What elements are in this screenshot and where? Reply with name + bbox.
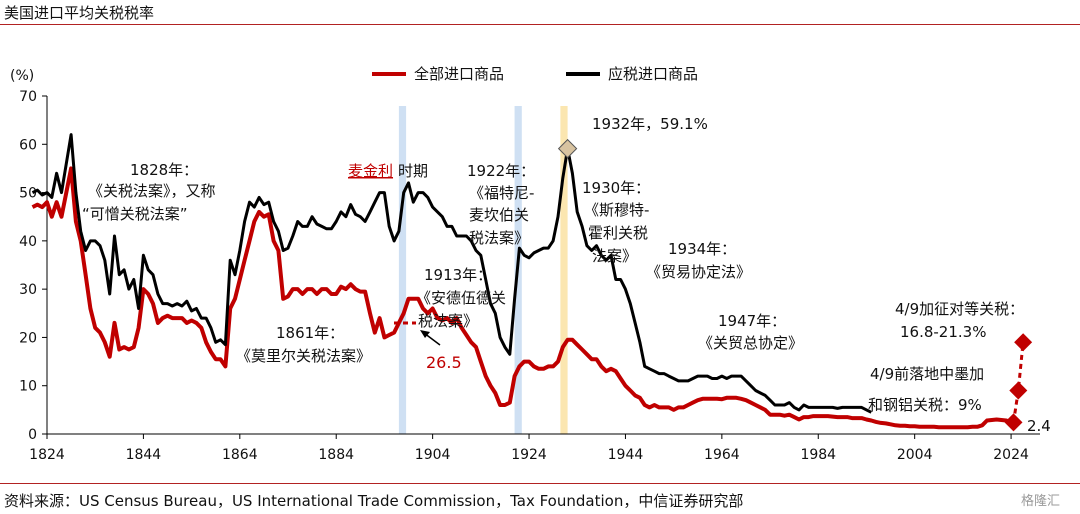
source-divider (0, 483, 1080, 484)
annot-1930-line4: 法案》 (592, 247, 637, 265)
y-ticks: 0 10 20 30 40 50 60 70 (19, 89, 47, 443)
y-tick-label: 70 (19, 89, 37, 105)
x-tick-label: 1844 (126, 447, 162, 463)
tariff-diamond-2 (1014, 333, 1033, 352)
arrow-head-26-5 (420, 330, 430, 338)
x-tick-label: 2004 (897, 447, 933, 463)
annot-reciprocal-line2: 16.8-21.3% (900, 323, 986, 341)
annot-mckinley-red: 麦金利 (348, 162, 393, 180)
period-band-2 (560, 106, 568, 434)
x-tick-label: 1944 (608, 447, 644, 463)
source-note: 资料来源：US Census Bureau，US International T… (4, 492, 744, 510)
annotations: 1828年： 《关税法案》，又称 “可憎关税法案” 麦金利 时期 1922年： … (82, 115, 1051, 435)
y-tick-label: 10 (19, 379, 37, 395)
annot-1934-line1: 1934年： (668, 240, 736, 258)
annot-1947-line2: 《关贸总协定》 (698, 334, 803, 352)
annot-1828-line1: 1828年： (130, 161, 198, 179)
x-tick-label: 1824 (29, 447, 65, 463)
series-line-dutiable (31, 133, 872, 414)
tariff-diamond-1 (1009, 381, 1028, 400)
peak-marker-1932 (557, 138, 578, 159)
annot-1922-line1: 1922年： (467, 162, 535, 180)
annot-1922-line4: 税法案》 (469, 229, 529, 247)
annot-1913-line2: 《安德伍德关 (416, 289, 506, 307)
y-tick-label: 40 (19, 234, 37, 250)
annot-2-4: 2.4 (1027, 417, 1051, 435)
annot-pre-line1: 4/9前落地中墨加 (870, 365, 984, 383)
annot-1930-line2: 《斯穆特- (584, 201, 649, 219)
x-tick-label: 1884 (318, 447, 354, 463)
watermark-logo: 格隆汇 (1020, 494, 1060, 509)
y-tick-label: 0 (28, 427, 37, 443)
y-tick-label: 30 (19, 282, 37, 298)
y-tick-label: 50 (19, 186, 37, 202)
title-divider (0, 24, 1080, 25)
annot-1861-line1: 1861年： (276, 324, 344, 342)
x-tick-label: 1864 (222, 447, 258, 463)
tariff-diamond-0 (1004, 413, 1023, 432)
annot-1947-line1: 1947年： (718, 312, 786, 330)
legend-label-dutiable: 应税进口商品 (608, 65, 698, 83)
annot-1930-line3: 霍利关税 (588, 224, 648, 242)
x-ticks: 1824 1844 1864 1884 1904 1924 1944 1964 1984 2004… (29, 434, 1029, 463)
x-tick-label: 1964 (704, 447, 740, 463)
y-tick-label: 60 (19, 137, 37, 153)
annot-mckinley-black: 时期 (398, 162, 428, 180)
annot-pre-line2: 和钢铝关税：9% (868, 396, 982, 414)
annot-26-5: 26.5 (426, 353, 462, 372)
annot-1922-line3: 麦坎伯关 (469, 206, 529, 224)
annot-1934-line2: 《贸易协定法》 (646, 263, 751, 281)
legend: 全部进口商品 应税进口商品 (372, 65, 698, 83)
annot-1828-line3: “可憎关税法案” (82, 205, 188, 223)
annot-1913-line1: 1913年： (424, 266, 492, 284)
annot-1828-line2: 《关税法案》，又称 (88, 182, 216, 200)
annot-reciprocal-line1: 4/9加征对等关税： (895, 300, 1024, 318)
chart-title: 美国进口平均关税税率 (4, 4, 155, 22)
y-axis-unit: (%) (10, 68, 34, 84)
x-tick-label: 2024 (993, 447, 1029, 463)
y-tick-label: 20 (19, 330, 37, 346)
x-tick-label: 1904 (415, 447, 451, 463)
legend-label-all-goods: 全部进口商品 (414, 65, 504, 83)
tariff-dashed-line (1012, 342, 1025, 423)
series-line-all-goods (31, 166, 1012, 430)
annot-1930-line1: 1930年： (582, 179, 650, 197)
period-band-0 (398, 106, 407, 434)
annot-1922-line2: 《福特尼- (469, 184, 534, 202)
annot-1861-line2: 《莫里尔关税法案》 (236, 347, 371, 365)
annot-1913-line3: 税法案》 (418, 312, 478, 330)
x-tick-label: 1924 (511, 447, 547, 463)
tariff-points (1004, 333, 1033, 432)
annot-1932: 1932年，59.1% (592, 115, 708, 133)
x-tick-label: 1984 (800, 447, 836, 463)
